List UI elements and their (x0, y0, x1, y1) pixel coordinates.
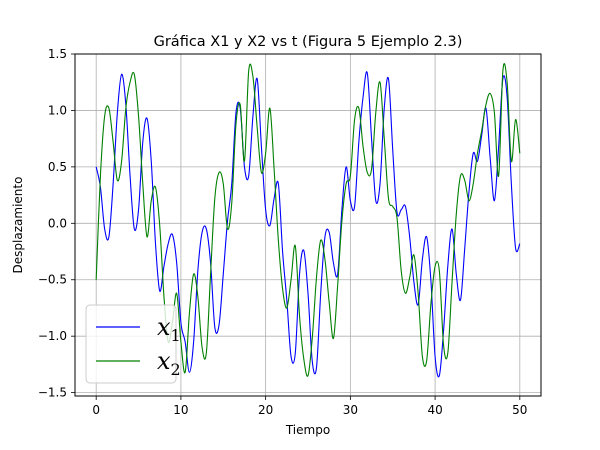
x-tick-label: 0 (92, 403, 100, 417)
x-tick-label: 50 (512, 403, 527, 417)
y-tick-label: −0.5 (38, 273, 67, 287)
y-tick-label: 1.0 (48, 103, 67, 117)
legend-label-x2: x2 (157, 347, 181, 379)
x-tick-label: 20 (258, 403, 273, 417)
chart-title: Gráfica X1 y X2 vs t (Figura 5 Ejemplo 2… (154, 34, 463, 50)
y-tick-label: 0.5 (48, 160, 67, 174)
legend-box (85, 304, 177, 384)
plot-frame (74, 53, 542, 397)
y-tick-label: −1.5 (38, 386, 67, 400)
y-tick-label: 0.0 (48, 216, 67, 230)
legend-label-x2-sub: 2 (171, 360, 181, 379)
ticks-layer: 0 10 20 30 40 50 −1.5 −1.0 −0.5 0.0 0.5 1.0 1.5 (38, 47, 528, 417)
y-tick-label: −1.0 (38, 329, 67, 343)
legend-label-x1-main: x (157, 313, 171, 341)
y-axis-label: Desplazamiento (11, 177, 25, 274)
legend-label-x2-main: x (157, 347, 171, 375)
x-tick-label: 30 (343, 403, 358, 417)
legend: x1 x2 (85, 304, 181, 384)
series-line-x1 (95, 71, 521, 378)
x-axis-label: Tiempo (285, 423, 330, 437)
x-tick-label: 10 (173, 403, 188, 417)
legend-label-x1: x1 (157, 313, 181, 345)
legend-label-x1-sub: 1 (171, 326, 181, 345)
y-tick-label: 1.5 (48, 47, 67, 61)
x-tick-label: 40 (427, 403, 442, 417)
